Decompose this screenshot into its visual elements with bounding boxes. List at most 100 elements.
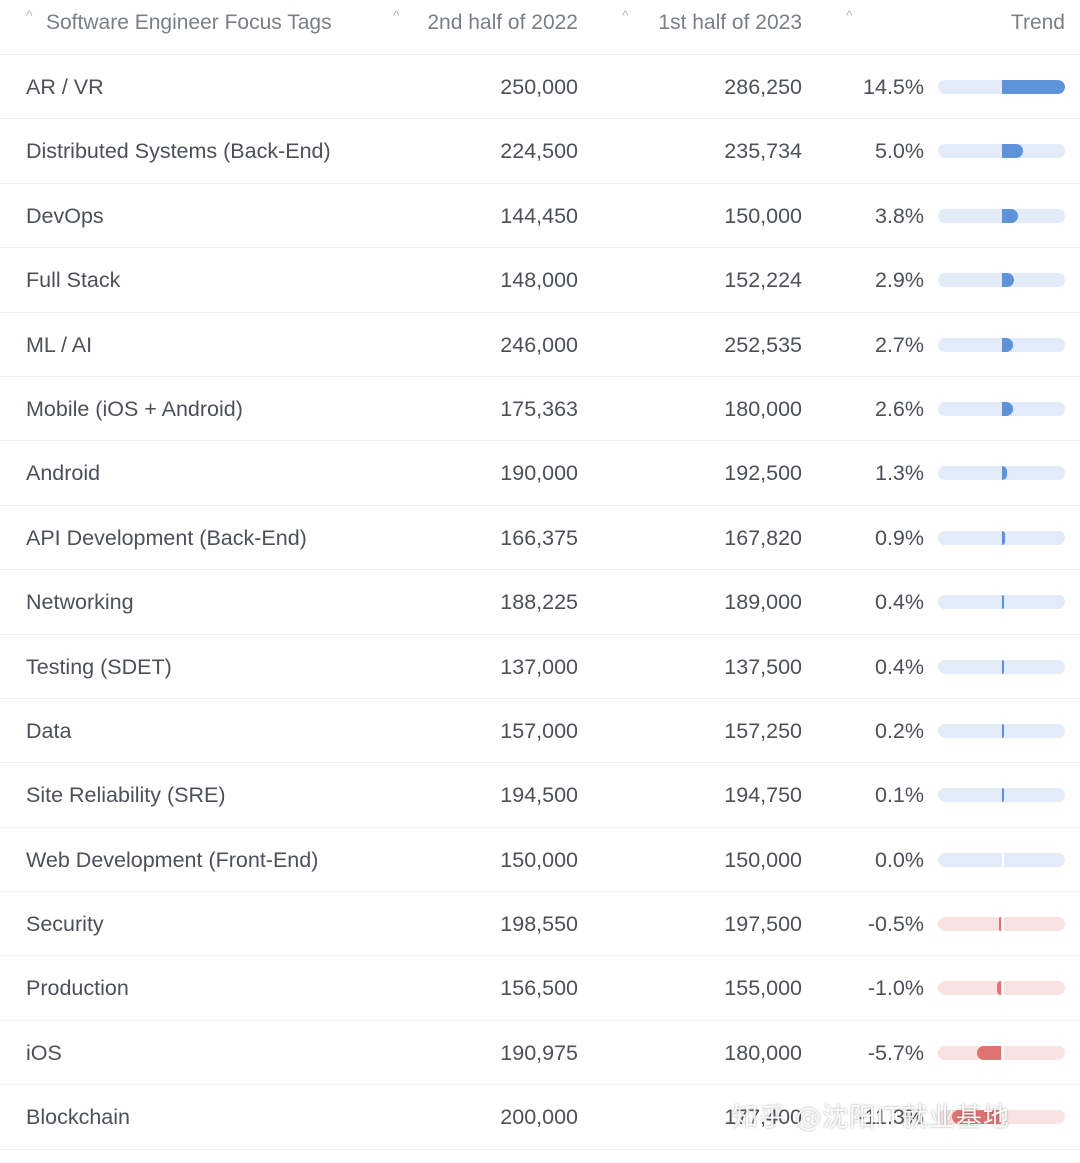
trend-bar bbox=[938, 595, 1065, 610]
value-h2-2022: 157,000 bbox=[500, 718, 578, 743]
column-header-trend[interactable]: Trend bbox=[1010, 11, 1065, 34]
value-h2-2022: 224,500 bbox=[500, 139, 578, 164]
column-header-tag[interactable]: Software Engineer Focus Tags bbox=[46, 11, 332, 34]
trend-bar bbox=[938, 401, 1065, 416]
value-h2-2022: 188,225 bbox=[500, 590, 578, 615]
table-row[interactable]: Site Reliability (SRE) 194,500 194,750 0.1% bbox=[0, 763, 1080, 828]
value-h1-2023: 180,000 bbox=[724, 1040, 802, 1065]
value-h1-2023: 252,535 bbox=[724, 332, 802, 357]
value-h2-2022: 175,363 bbox=[500, 396, 578, 421]
trend-percent: 14.5% bbox=[863, 75, 924, 99]
table-row[interactable]: AR / VR 250,000 286,250 14.5% bbox=[0, 55, 1080, 120]
trend-bar-midline bbox=[1001, 917, 1004, 932]
value-h1-2023: 194,750 bbox=[724, 783, 802, 808]
value-h2-2022: 156,500 bbox=[500, 976, 578, 1001]
table-row[interactable]: Networking 188,225 189,000 0.4% bbox=[0, 570, 1080, 635]
table-row[interactable]: Data 157,000 157,250 0.2% bbox=[0, 699, 1080, 764]
trend-bar-fill-negative bbox=[999, 917, 1002, 932]
value-h1-2023: 189,000 bbox=[724, 590, 802, 615]
table-row[interactable]: Web Development (Front-End) 150,000 150,00… bbox=[0, 828, 1080, 893]
value-h1-2023: 150,000 bbox=[724, 203, 802, 228]
trend-bar bbox=[938, 1045, 1065, 1060]
tag-name: AR / VR bbox=[26, 75, 104, 99]
value-h2-2022: 137,000 bbox=[500, 654, 578, 679]
table-row[interactable]: Testing (SDET) 137,000 137,500 0.4% bbox=[0, 635, 1080, 699]
table-row[interactable]: Full Stack 148,000 152,224 2.9% bbox=[0, 248, 1080, 313]
tag-name: Web Development (Front-End) bbox=[26, 847, 319, 872]
value-h2-2022: 190,000 bbox=[500, 461, 578, 486]
trend-bar bbox=[938, 723, 1065, 738]
trend-percent: 0.0% bbox=[874, 847, 924, 872]
table-row[interactable]: Mobile (iOS + Android) 175,363 180,000 2.6% bbox=[0, 377, 1080, 442]
table-row[interactable]: Blockchain 200,000 177,400 -11.3% bbox=[0, 1085, 1080, 1150]
tag-name: API Development (Back-End) bbox=[26, 525, 307, 550]
tag-name: Full Stack bbox=[26, 268, 121, 293]
table-row[interactable]: ML / AI 246,000 252,535 2.7% bbox=[0, 313, 1080, 377]
value-h1-2023: 167,820 bbox=[724, 525, 802, 550]
value-h2-2022: 190,975 bbox=[500, 1040, 578, 1065]
trend-percent: 0.2% bbox=[874, 718, 924, 743]
tag-name: Mobile (iOS + Android) bbox=[26, 396, 243, 421]
watermark: 知乎 @沈阳IT就业基地 bbox=[732, 1103, 1010, 1133]
value-h1-2023: 177,400 bbox=[724, 1105, 802, 1130]
trend-bar bbox=[938, 659, 1065, 674]
trend-bar-fill-positive bbox=[1001, 401, 1013, 416]
table-row[interactable]: API Development (Back-End) 166,375 167,820… bbox=[0, 506, 1080, 571]
sort-caret-icon[interactable]: ^ bbox=[393, 7, 400, 23]
sort-caret-icon[interactable]: ^ bbox=[846, 7, 853, 23]
trend-bar-fill-positive bbox=[1001, 337, 1014, 352]
trend-percent: 0.4% bbox=[874, 590, 924, 615]
table-row[interactable]: Security 198,550 197,500 -0.5% bbox=[0, 892, 1080, 957]
trend-percent: -5.7% bbox=[867, 1040, 924, 1065]
column-header-h2-2022[interactable]: 2nd half of 2022 bbox=[427, 11, 578, 34]
trend-percent: 2.6% bbox=[874, 396, 924, 421]
trend-bar-fill-negative bbox=[976, 1045, 1002, 1060]
trend-bar-fill-positive bbox=[1001, 723, 1004, 738]
trend-bar bbox=[938, 337, 1065, 352]
trend-bar-fill-negative bbox=[952, 1110, 1002, 1125]
trend-bar-fill-positive bbox=[1001, 788, 1004, 803]
table-header: ^ Software Engineer Focus Tags ^ 2nd hal… bbox=[0, 0, 1080, 55]
value-h2-2022: 246,000 bbox=[500, 332, 578, 357]
value-h1-2023: 137,500 bbox=[724, 654, 802, 679]
trend-bar-fill-positive bbox=[1001, 144, 1024, 159]
table-row[interactable]: Android 190,000 192,500 1.3% bbox=[0, 441, 1080, 506]
sort-caret-icon[interactable]: ^ bbox=[26, 7, 33, 23]
sort-caret-icon[interactable]: ^ bbox=[622, 7, 629, 23]
trend-percent: 3.8% bbox=[874, 203, 924, 228]
trend-bar bbox=[938, 981, 1065, 996]
value-h1-2023: 150,000 bbox=[724, 847, 802, 872]
value-h1-2023: 286,250 bbox=[724, 75, 802, 99]
tag-name: ML / AI bbox=[26, 332, 93, 357]
value-h1-2023: 197,500 bbox=[724, 912, 802, 937]
trend-bar-midline bbox=[1001, 852, 1004, 867]
trend-percent: -1.0% bbox=[867, 976, 924, 1001]
tag-name: Data bbox=[26, 718, 72, 743]
tag-name: DevOps bbox=[26, 203, 104, 228]
trend-bar bbox=[938, 144, 1065, 159]
trend-bar-midline bbox=[1001, 1045, 1004, 1060]
trend-percent: -11.3% bbox=[857, 1105, 924, 1130]
table-row[interactable]: DevOps 144,450 150,000 3.8% bbox=[0, 184, 1080, 249]
value-h2-2022: 250,000 bbox=[500, 75, 578, 99]
trend-percent: 5.0% bbox=[874, 139, 924, 164]
tag-name: Android bbox=[26, 461, 101, 486]
column-header-h1-2023[interactable]: 1st half of 2023 bbox=[658, 11, 802, 34]
tag-name: Security bbox=[26, 912, 104, 937]
trend-bar bbox=[938, 273, 1065, 288]
value-h2-2022: 166,375 bbox=[500, 525, 578, 550]
tag-name: Production bbox=[26, 976, 129, 1001]
table-row[interactable]: Distributed Systems (Back-End) 224,500 235… bbox=[0, 119, 1080, 184]
tag-name: Networking bbox=[26, 590, 134, 615]
trend-bar bbox=[938, 1110, 1065, 1125]
trend-percent: -0.5% bbox=[867, 912, 924, 937]
tag-name: Site Reliability (SRE) bbox=[26, 783, 226, 808]
trend-bar-fill-positive bbox=[1001, 273, 1015, 288]
trend-bar bbox=[938, 466, 1065, 481]
value-h2-2022: 148,000 bbox=[500, 268, 578, 293]
table-row[interactable]: Production 156,500 155,000 -1.0% bbox=[0, 956, 1080, 1021]
trend-percent: 0.1% bbox=[874, 783, 924, 808]
value-h1-2023: 235,734 bbox=[724, 139, 802, 164]
table-row[interactable]: iOS 190,975 180,000 -5.7% bbox=[0, 1021, 1080, 1086]
